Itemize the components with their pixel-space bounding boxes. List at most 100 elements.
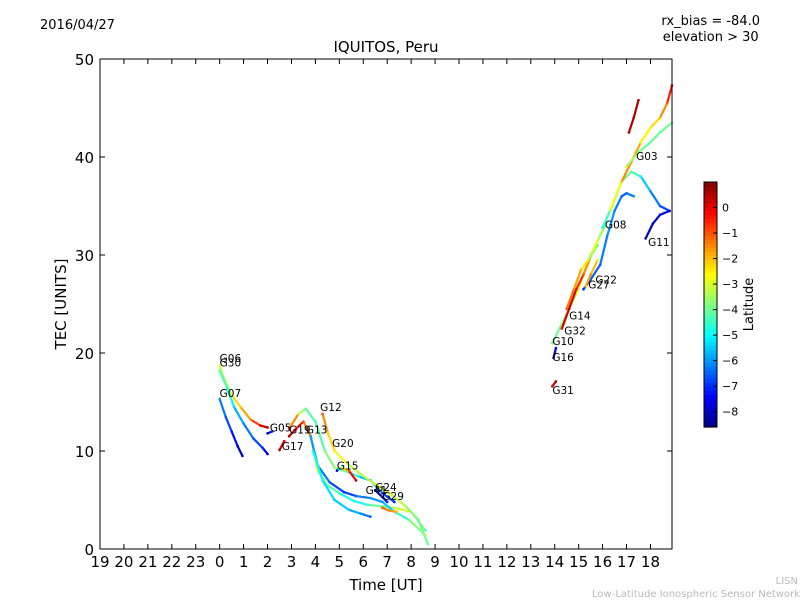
data-point: [333, 449, 336, 453]
data-point: [241, 454, 244, 458]
data-point: [271, 430, 274, 433]
series-segment: [321, 412, 329, 433]
data-point: [572, 288, 576, 291]
x-tick-label: 23: [186, 553, 205, 571]
series-segment: [649, 116, 662, 129]
x-tick-label: 11: [473, 553, 492, 571]
colorbar-segment: [704, 394, 717, 400]
data-point: [218, 364, 221, 368]
x-tick-label: 1: [239, 553, 249, 571]
satellite-label-g06: G06: [220, 353, 242, 365]
series-segment: [230, 430, 239, 448]
x-tick-label: 10: [449, 553, 468, 571]
data-point: [649, 190, 652, 193]
series-segment: [393, 510, 410, 521]
colorbar-segment: [704, 222, 717, 228]
series-segment: [338, 492, 355, 503]
colorbar-segment: [704, 186, 717, 191]
colorbar-segment: [704, 226, 717, 232]
series-segment: [584, 273, 592, 288]
colorbar-tick-label: −7: [722, 380, 738, 393]
y-axis-label: TEC [UNITS]: [52, 259, 70, 351]
data-point: [236, 444, 239, 448]
series-segment: [357, 471, 377, 486]
series-segment: [390, 494, 408, 508]
data-point: [620, 194, 624, 198]
series-segment: [639, 175, 652, 193]
colorbar-segment: [704, 247, 717, 253]
colorbar-segment: [704, 369, 717, 375]
series-segment: [405, 505, 420, 521]
data-point: [558, 327, 561, 330]
series-segment: [381, 492, 396, 504]
series-segment: [613, 195, 623, 212]
colorbar: 0 −1 −2 −3 −4 −5 −6 −7 −8 Latitude: [703, 181, 757, 428]
data-point: [565, 307, 568, 311]
data-point: [369, 515, 372, 518]
data-point: [352, 499, 355, 503]
colorbar-segment: [704, 263, 717, 269]
series-segment: [589, 258, 599, 276]
series-segment: [311, 449, 324, 482]
x-tick-label: 22: [162, 553, 181, 571]
data-point: [242, 422, 245, 425]
data-point: [342, 490, 346, 494]
series-g17: [278, 439, 286, 452]
series-segment: [608, 180, 623, 212]
colorbar-segment: [704, 206, 717, 212]
series-segment: [572, 268, 583, 291]
data-point: [357, 471, 360, 474]
series-segment: [567, 288, 578, 310]
x-axis-label: Time [UT]: [348, 576, 422, 594]
x-tick-label: 16: [593, 553, 612, 571]
data-point: [249, 418, 253, 421]
data-point: [424, 533, 427, 537]
data-point: [586, 258, 590, 262]
series-segment: [649, 131, 662, 144]
data-point: [668, 209, 671, 213]
plot-frame: [99, 58, 673, 550]
series-segment: [252, 437, 264, 450]
y-tick-label: 10: [75, 443, 94, 461]
data-point: [625, 165, 628, 169]
data-point: [608, 209, 612, 213]
data-point: [551, 385, 554, 388]
series-segment: [630, 170, 642, 178]
data-point: [658, 213, 662, 217]
data-point: [347, 469, 351, 472]
series-segment: [242, 422, 255, 440]
satellite-label-g29: G29: [382, 491, 404, 503]
satellite-label-g19: G19: [289, 424, 311, 436]
satellite-label-g13: G13: [306, 424, 328, 436]
satellite-label-g31: G31: [552, 385, 574, 397]
colorbar-frame: [703, 181, 718, 428]
satellite-label-g27: G27: [588, 279, 610, 291]
data-point: [232, 405, 236, 409]
colorbar-tick-label: −4: [722, 304, 738, 317]
series-segment: [560, 307, 571, 330]
data-point: [381, 491, 384, 495]
series-g03: [608, 84, 674, 213]
satellite-label-g10: G10: [552, 336, 574, 348]
colorbar-segment: [704, 218, 717, 224]
satellite-label-g11: G11: [648, 237, 670, 249]
colorbar-segment: [704, 202, 717, 208]
data-point: [230, 430, 233, 433]
data-point: [266, 432, 269, 435]
x-tick-label: 21: [138, 553, 157, 571]
colorbar-segment: [704, 382, 717, 387]
data-point: [287, 435, 291, 438]
series-g31: [551, 380, 558, 388]
series-segment: [587, 244, 599, 261]
colorbar-segment: [704, 182, 717, 187]
series-segment: [658, 101, 669, 119]
colorbar-segment: [704, 422, 717, 428]
series-segment: [374, 483, 394, 497]
series-segment: [326, 484, 341, 495]
series-segment: [333, 498, 351, 511]
colorbar-segment: [704, 300, 717, 306]
data-point: [369, 496, 372, 500]
series-segment: [218, 369, 228, 389]
series-segment: [352, 499, 370, 506]
series-g05: [266, 430, 274, 435]
